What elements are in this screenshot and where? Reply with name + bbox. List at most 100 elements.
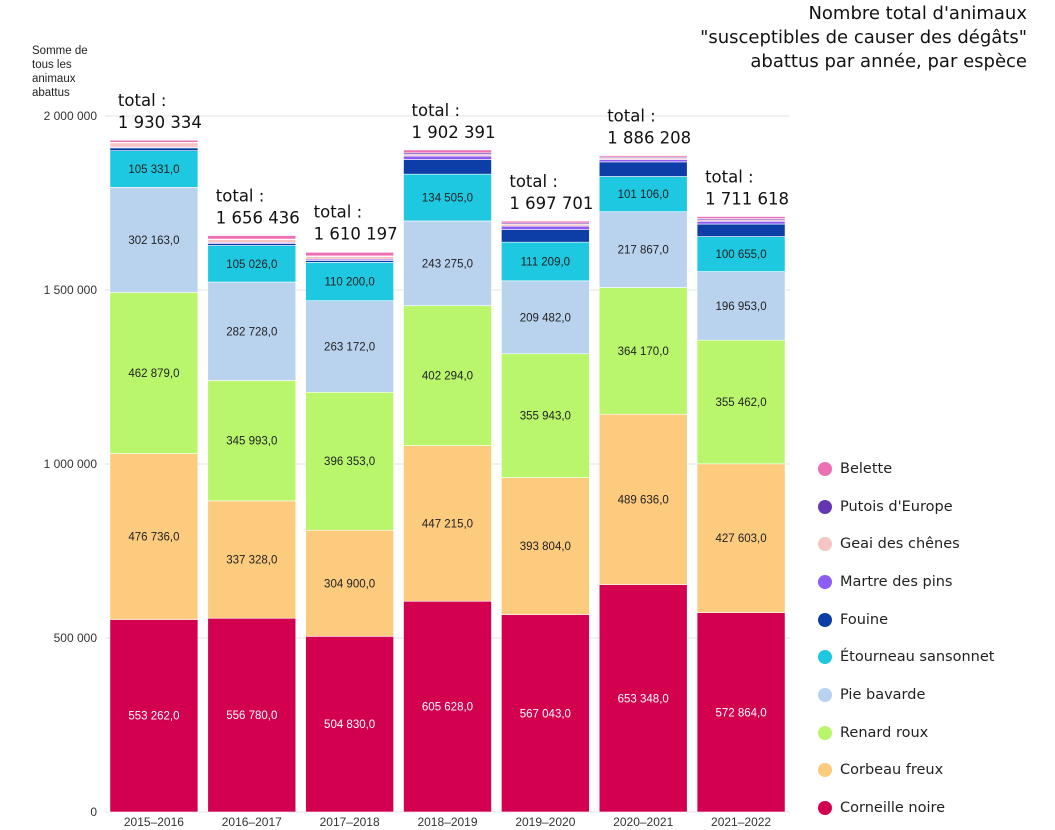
bar-segment [403,600,492,813]
legend-label: Belette [840,460,893,477]
y-axis-label-line: animaux [32,73,76,85]
segment-value-label: 393 804,0 [520,541,571,553]
y-axis-label-line: Somme de [32,45,88,57]
bar-segment [207,245,297,283]
bar-segment [501,241,590,282]
segment-value-label: 105 331,0 [128,164,179,176]
total-label-value: 1 610 197 [314,225,398,244]
x-tick-label: 2017–2018 [320,815,380,829]
segment-value-label: 101 106,0 [618,189,669,201]
total-label-prefix: total : [118,91,167,110]
total-label-value: 1 930 334 [118,113,202,132]
bar-segment [207,281,297,381]
legend-swatch [818,801,832,816]
segment-value-label: 553 262,0 [128,711,179,723]
chart-title-line: Nombre total d'animaux [808,3,1027,24]
bar-segment [305,636,394,813]
legend-swatch [818,725,832,740]
x-tick-label: 2015–2016 [124,815,184,829]
x-tick-label: 2020–2021 [613,815,673,829]
legend-item: Étourneau sansonnet [818,638,1048,676]
legend-item: Putois d'Europe [818,488,1048,526]
bar-segment [598,413,688,585]
chart-title: Nombre total d'animaux "susceptibles de … [700,2,1027,74]
y-tick-label: 0 [90,805,97,819]
legend-label: Fouine [840,611,889,628]
legend: Belette Putois d'Europe Geai des chênes Mar… [818,450,1048,827]
bars [109,139,786,813]
segment-value-label: 217 867,0 [618,245,669,257]
legend-item: Geai des chênes [818,525,1048,563]
total-label-value: 1 656 436 [216,209,300,228]
segment-value-label: 653 348,0 [618,693,669,705]
legend-label: Étourneau sansonnet [840,649,995,666]
segment-value-label: 302 163,0 [128,235,179,247]
total-label-value: 1 711 618 [705,189,789,208]
legend-label: Corneille noire [840,800,946,817]
bar-segment [403,305,492,446]
segment-value-label: 605 628,0 [422,702,473,714]
bar-segment [696,223,786,237]
legend-item: Belette [818,450,1048,488]
bar-segment [207,235,297,240]
bar-segment [403,155,492,160]
bar-segment [696,216,786,219]
bar-segment [501,220,590,224]
legend-label: Martre des pins [840,573,953,590]
segment-value-label: 282 728,0 [226,326,277,338]
bar-segment [305,256,394,260]
legend-swatch [818,650,832,665]
segment-value-label: 489 636,0 [618,494,669,506]
legend-item: Corneille noire [818,789,1048,827]
segment-value-label: 345 993,0 [226,436,277,448]
bar-segment [501,477,590,615]
segment-value-label: 105 026,0 [226,259,277,271]
legend-swatch [818,574,832,589]
segment-value-label: 355 943,0 [520,411,571,423]
segment-value-label: 337 328,0 [226,555,277,567]
segment-value-label: 364 170,0 [618,346,669,358]
total-label-prefix: total : [607,107,656,126]
segment-value-label: 355 462,0 [715,397,766,409]
bar-segment [207,617,297,813]
segment-value-label: 556 780,0 [226,710,277,722]
segment-value-label: 427 603,0 [715,533,766,545]
segment-value-label: 504 830,0 [324,719,375,731]
total-label-prefix: total : [705,167,754,186]
bar-segment [109,142,199,148]
bar-segment [696,220,786,225]
segment-labels: 553 262,0 476 736,0 462 879,0 302 163,0 105 … [128,164,766,731]
legend-label: Geai des chênes [840,536,960,553]
segment-value-label: 572 864,0 [715,707,766,719]
segment-value-label: 110 200,0 [324,277,374,289]
segment-value-label: 196 953,0 [715,301,766,313]
total-label-value: 1 886 208 [607,129,691,148]
bar-segment [109,453,199,620]
bar-segment [598,211,688,288]
bar-segment [598,155,688,158]
legend-item: Martre des pins [818,563,1048,601]
bar-segment [696,612,786,813]
x-axis-ticks: 2015–2016 2016–2017 2017–2018 2018–2019 2019… [124,815,772,829]
segment-value-label: 243 275,0 [422,258,473,270]
legend-item: Fouine [818,601,1048,639]
total-label-prefix: total : [412,101,461,120]
bar-segment [696,463,786,613]
bar-segment [598,159,688,163]
bar-segment [696,339,786,465]
segment-value-label: 100 655,0 [715,249,766,261]
y-axis-ticks: 0 500 000 1 000 000 1 500 000 2 000 000 [44,109,98,819]
legend-item: Renard roux [818,714,1048,752]
y-axis-label-line: tous les [32,59,72,71]
bar-segment [598,584,688,813]
bar-segment [501,229,590,243]
bar-segment [598,287,688,415]
legend-swatch [818,612,832,627]
legend-swatch [818,461,832,476]
segment-value-label: 402 294,0 [422,371,473,383]
total-label-prefix: total : [314,203,363,222]
total-label-value: 1 902 391 [412,123,496,142]
bar-segment [501,614,590,813]
y-tick-label: 2 000 000 [44,109,98,123]
legend-label: Renard roux [840,724,929,741]
